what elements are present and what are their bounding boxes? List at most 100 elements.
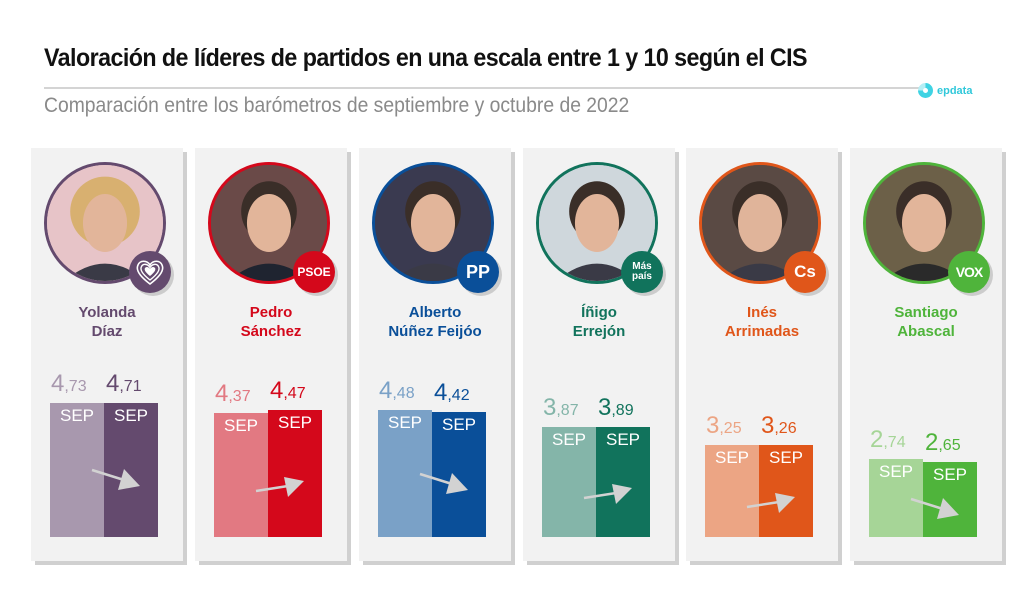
bar-label: SEP <box>551 430 587 450</box>
portrait-icon <box>539 165 655 281</box>
bar-label: SEP <box>605 429 641 449</box>
value-label-september: 4,37 <box>215 380 251 408</box>
bar-september: SEP <box>869 459 923 537</box>
value-label-september: 2,74 <box>870 426 906 454</box>
chart-title: Valoración de líderes de partidos en una… <box>44 44 808 72</box>
bar-label: SEP <box>59 405 95 425</box>
leader-panel: Yolanda Díaz <box>31 148 183 561</box>
value-integer: 2 <box>870 426 884 454</box>
bar-label: SEP <box>441 414 477 434</box>
value-integer: 4 <box>434 378 448 406</box>
bar-label: SEP <box>113 406 149 426</box>
bar-october: SEP <box>268 410 322 537</box>
value-decimal: ,71 <box>119 378 142 396</box>
value-label-september: 4,48 <box>379 377 415 405</box>
arrow-down-icon <box>91 469 140 491</box>
pp-logo-icon: PP <box>457 251 499 293</box>
leader-name: Inés Arrimadas <box>686 303 838 341</box>
party-badge-text: PSOE <box>297 265 331 279</box>
bar-october: SEP <box>432 411 486 537</box>
bar-october: SEP <box>759 444 813 537</box>
value-label-september: 3,25 <box>706 412 742 440</box>
leader-last-name: Abascal <box>897 323 955 340</box>
bar-label: SEP <box>878 462 914 482</box>
value-integer: 2 <box>925 428 939 456</box>
value-integer: 4 <box>270 377 284 405</box>
bar-september: SEP <box>705 444 759 537</box>
value-decimal: ,48 <box>392 384 415 402</box>
mas-pais-logo-icon: Más país <box>621 251 663 293</box>
value-decimal: ,74 <box>883 434 906 452</box>
value-decimal: ,37 <box>228 388 251 406</box>
bar-label: SEP <box>714 447 750 467</box>
leader-first-name: Alberto <box>408 304 462 321</box>
leader-first-name: Pedro <box>249 304 293 321</box>
heart-icon <box>129 251 171 293</box>
value-label-october: 2,65 <box>925 429 961 457</box>
psoe-logo-icon: PSOE <box>293 251 335 293</box>
leader-last-name: Núñez Feijóo <box>388 323 482 340</box>
bar-september: SEP <box>50 402 104 537</box>
bar-september: SEP <box>542 427 596 537</box>
party-badge-text: Más país <box>631 261 652 282</box>
value-integer: 4 <box>379 376 393 404</box>
leader-name: Íñigo Errejón <box>523 303 675 341</box>
bar-label: SEP <box>932 464 968 484</box>
party-badge-text: PP <box>465 261 490 282</box>
portrait-icon <box>866 165 982 281</box>
arrow-up-icon <box>583 484 632 505</box>
bar-label: SEP <box>768 447 804 467</box>
value-label-september: 4,73 <box>51 370 87 398</box>
party-badge-text: VOX <box>955 264 984 280</box>
arrow-down-icon <box>419 473 468 495</box>
value-decimal: ,89 <box>611 401 634 419</box>
arrow-up-icon <box>255 477 304 498</box>
title-divider <box>44 87 924 89</box>
leader-last-name: Díaz <box>91 323 123 340</box>
vox-logo-icon: VOX <box>948 251 990 293</box>
value-integer: 3 <box>761 411 775 439</box>
leader-first-name: Íñigo <box>581 304 617 321</box>
bar-september: SEP <box>214 413 268 537</box>
leader-photo <box>699 162 821 284</box>
value-decimal: ,65 <box>938 436 961 454</box>
bar-label: SEP <box>277 413 313 433</box>
bar-october: SEP <box>596 426 650 537</box>
value-integer: 4 <box>106 370 120 398</box>
leader-first-name: Yolanda <box>78 304 136 321</box>
epdata-logo-icon <box>918 83 933 98</box>
leader-first-name: Inés <box>746 304 777 321</box>
epdata-logo: epdata <box>918 83 972 98</box>
heart-icon <box>136 260 164 286</box>
leader-name: Santiago Abascal <box>850 303 1002 341</box>
leader-last-name: Sánchez <box>240 323 302 340</box>
value-label-october: 3,26 <box>761 412 797 440</box>
value-label-october: 3,89 <box>598 394 634 422</box>
leader-photo <box>863 162 985 284</box>
arrow-up-icon <box>746 492 795 513</box>
cs-logo-icon: Cs <box>784 251 826 293</box>
bar-september: SEP <box>378 409 432 537</box>
value-decimal: ,26 <box>774 419 797 437</box>
value-label-september: 3,87 <box>543 394 579 422</box>
value-integer: 4 <box>215 380 229 408</box>
bar-october: SEP <box>923 461 977 537</box>
value-integer: 3 <box>706 411 720 439</box>
party-badge-text: Cs <box>794 262 816 281</box>
value-decimal: ,87 <box>556 402 579 420</box>
bar-october: SEP <box>104 403 158 537</box>
leader-name: Yolanda Díaz <box>31 303 183 341</box>
leader-last-name: Errejón <box>572 323 626 340</box>
leader-last-name: Arrimadas <box>724 323 800 340</box>
leader-name: Alberto Núñez Feijóo <box>359 303 511 341</box>
epdata-logo-text: epdata <box>937 84 973 97</box>
value-label-october: 4,47 <box>270 377 306 405</box>
value-decimal: ,47 <box>283 385 306 403</box>
leader-first-name: Santiago <box>894 304 958 321</box>
value-decimal: ,73 <box>64 377 87 395</box>
arrow-down-icon <box>910 498 959 520</box>
value-integer: 3 <box>598 393 612 421</box>
leader-name: Pedro Sánchez <box>195 303 347 341</box>
bar-label: SEP <box>223 416 259 436</box>
value-label-october: 4,42 <box>434 379 470 407</box>
